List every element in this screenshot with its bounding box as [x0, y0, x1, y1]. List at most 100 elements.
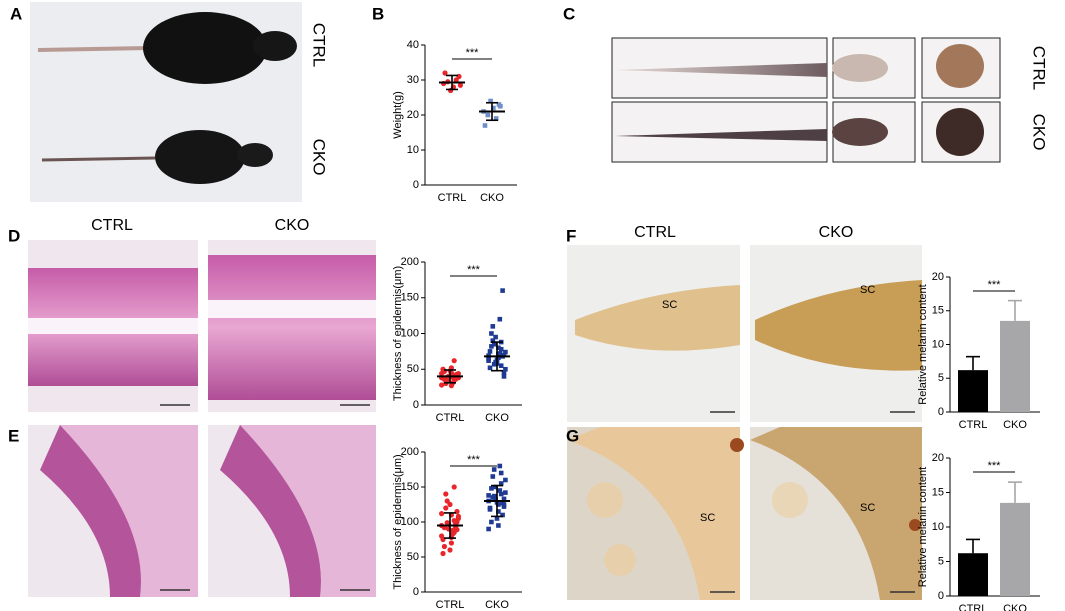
data-point — [501, 496, 507, 502]
y-tick-label: 0 — [938, 590, 944, 602]
annotation: SC — [662, 299, 677, 311]
y-tick-label: 10 — [407, 144, 419, 156]
y-tick-label: 200 — [401, 446, 419, 458]
data-point — [485, 112, 491, 118]
y-axis-label: Weight(g) — [392, 91, 404, 138]
data-point — [451, 484, 457, 490]
y-tick-label: 10 — [932, 338, 944, 350]
data-point — [444, 520, 450, 526]
data-point — [440, 550, 446, 557]
data-point — [489, 519, 494, 525]
annotation: SC — [860, 502, 875, 514]
data-point — [500, 512, 505, 518]
data-point — [493, 497, 498, 502]
data-point — [500, 500, 505, 506]
significance-label: *** — [988, 460, 1002, 472]
data-point — [489, 486, 494, 491]
y-tick-label: 20 — [932, 452, 944, 464]
data-point — [498, 346, 504, 352]
y-axis-label: Relative melanin content — [917, 284, 929, 404]
data-point — [498, 481, 504, 486]
x-tick-label: CTRL — [436, 599, 465, 611]
y-tick-label: 10 — [932, 521, 944, 533]
data-point — [491, 361, 497, 367]
data-point — [442, 70, 448, 76]
data-point — [489, 344, 494, 349]
data-point — [493, 484, 498, 490]
data-point — [503, 490, 508, 495]
y-tick-label: 200 — [401, 256, 419, 268]
y-tick-label: 0 — [413, 399, 419, 411]
significance-label: *** — [467, 454, 481, 466]
group-label: CKO — [275, 217, 310, 234]
data-point — [497, 488, 503, 493]
significance-label: *** — [988, 279, 1002, 291]
significance-label: *** — [467, 264, 481, 276]
annotation: SC — [700, 512, 715, 524]
data-point — [496, 523, 501, 528]
panel-label: C — [563, 4, 575, 23]
data-point — [451, 358, 457, 364]
panel-label: G — [566, 426, 579, 445]
x-tick-label: CKO — [485, 412, 509, 424]
panel-label: E — [8, 426, 19, 445]
data-point — [488, 98, 493, 104]
y-tick-label: 0 — [413, 179, 419, 191]
y-tick-label: 20 — [932, 271, 944, 283]
y-tick-label: 100 — [401, 327, 419, 339]
bar — [1000, 502, 1030, 596]
data-point — [447, 501, 453, 508]
y-tick-label: 5 — [938, 555, 944, 567]
data-point — [439, 382, 445, 388]
group-label: CKO — [819, 224, 854, 241]
group-label: CKO — [310, 139, 329, 176]
panel-label: D — [8, 226, 20, 245]
data-point — [491, 467, 497, 472]
y-tick-label: 150 — [401, 481, 419, 493]
photo-mice — [30, 2, 302, 202]
data-point — [448, 383, 454, 389]
data-point — [457, 82, 463, 88]
y-tick-label: 50 — [407, 551, 419, 563]
data-point — [503, 477, 508, 483]
data-point — [491, 493, 497, 499]
data-point — [444, 498, 450, 504]
data-point — [497, 463, 503, 469]
bar — [958, 553, 988, 596]
group-label: CTRL — [91, 217, 133, 234]
panel-label: B — [372, 4, 384, 23]
y-tick-label: 50 — [407, 363, 419, 375]
bar — [958, 370, 988, 412]
photo-melanin-staining — [567, 245, 922, 600]
data-point — [496, 509, 501, 514]
y-tick-label: 150 — [401, 292, 419, 304]
y-axis-label: Thickness of epidermis(μm) — [392, 266, 404, 401]
data-point — [498, 470, 504, 476]
y-axis-label: Thickness of epidermis(μm) — [392, 454, 404, 589]
annotation: SC — [860, 284, 875, 296]
data-point — [453, 77, 459, 83]
x-tick-label: CKO — [480, 192, 504, 204]
data-point — [489, 331, 494, 336]
data-point — [493, 334, 498, 340]
bar — [1000, 320, 1030, 412]
data-point — [493, 116, 499, 121]
data-point — [501, 504, 507, 509]
y-axis-label: Relative melanin content — [917, 467, 929, 587]
data-point — [486, 358, 491, 363]
data-point — [494, 516, 500, 521]
data-point — [487, 507, 493, 512]
group-label: CKO — [1030, 114, 1049, 151]
data-point — [501, 374, 507, 379]
data-point — [454, 527, 460, 533]
data-point — [451, 518, 457, 524]
data-point — [439, 510, 445, 517]
data-point — [441, 376, 447, 382]
x-tick-label: CKO — [1003, 419, 1027, 431]
data-point — [486, 493, 491, 498]
data-point — [487, 349, 493, 354]
data-point — [500, 288, 505, 293]
group-label: CTRL — [310, 23, 329, 67]
y-tick-label: 100 — [401, 516, 419, 528]
data-point — [490, 324, 496, 329]
